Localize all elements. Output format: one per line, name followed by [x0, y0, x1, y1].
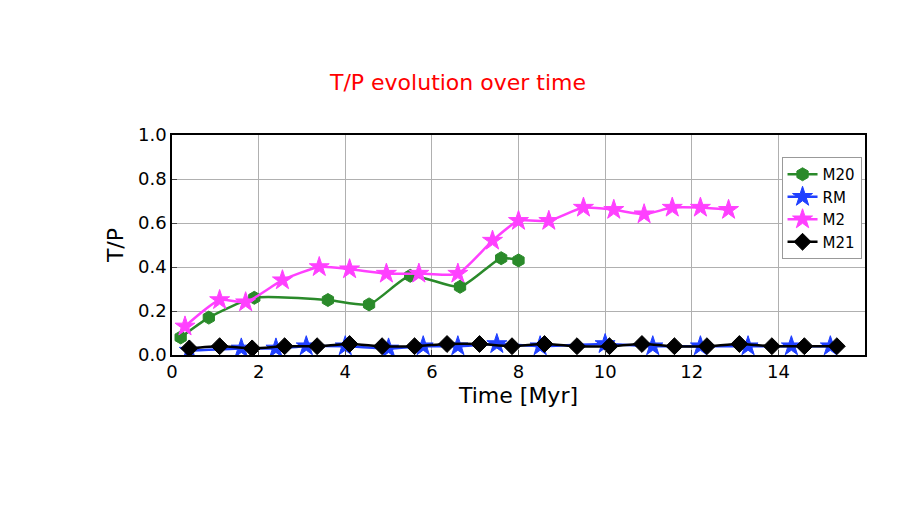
svg-text:0.6: 0.6 — [138, 212, 167, 233]
svg-text:4: 4 — [340, 361, 351, 382]
svg-text:M21: M21 — [823, 234, 855, 252]
svg-text:8: 8 — [513, 361, 524, 382]
svg-text:0.0: 0.0 — [138, 344, 167, 365]
svg-text:0.8: 0.8 — [138, 168, 167, 189]
svg-text:1.0: 1.0 — [138, 124, 167, 145]
svg-text:RM: RM — [823, 189, 846, 207]
svg-text:0: 0 — [166, 361, 177, 382]
svg-text:2: 2 — [253, 361, 264, 382]
svg-text:12: 12 — [680, 361, 703, 382]
svg-text:0.4: 0.4 — [138, 256, 167, 277]
svg-text:T/P evolution over time: T/P evolution over time — [329, 70, 586, 95]
svg-text:6: 6 — [426, 361, 437, 382]
svg-text:0.2: 0.2 — [138, 300, 167, 321]
svg-text:Time [Myr]: Time [Myr] — [458, 383, 578, 408]
svg-text:M20: M20 — [823, 166, 855, 184]
svg-text:T/P: T/P — [103, 228, 128, 263]
svg-text:14: 14 — [767, 361, 790, 382]
svg-text:M2: M2 — [823, 211, 846, 229]
svg-text:10: 10 — [594, 361, 617, 382]
